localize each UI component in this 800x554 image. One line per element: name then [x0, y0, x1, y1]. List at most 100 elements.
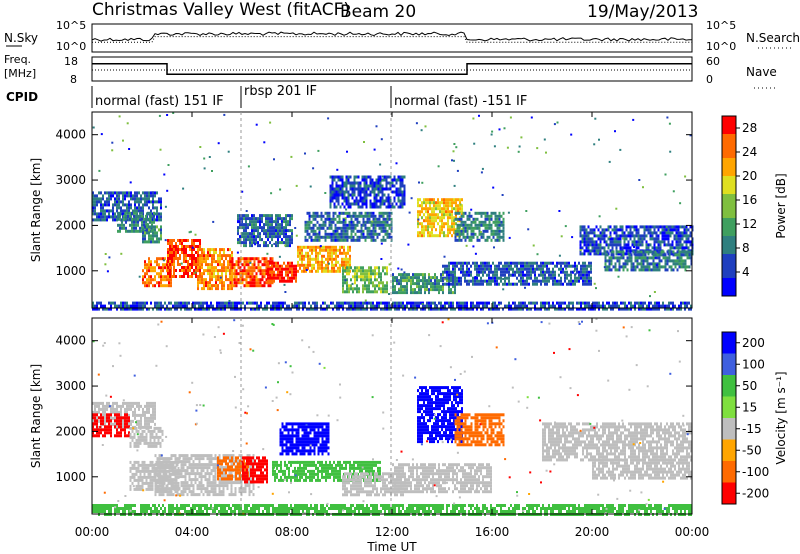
data-cell — [584, 273, 586, 277]
data-cell — [377, 184, 380, 188]
data-cell — [509, 274, 512, 277]
data-cell — [263, 214, 265, 218]
data-cell — [364, 214, 367, 218]
data-cell — [183, 254, 185, 257]
data-cell — [674, 262, 677, 266]
data-cell — [119, 229, 121, 233]
data-cell — [121, 226, 123, 230]
data-cell — [570, 133, 573, 136]
data-cell — [277, 238, 279, 242]
data-cell — [336, 220, 339, 224]
data-cell — [309, 185, 312, 188]
data-cell — [194, 271, 197, 274]
data-cell — [271, 267, 273, 271]
data-cell — [198, 301, 200, 305]
data-cell — [639, 234, 642, 238]
data-cell — [196, 301, 198, 305]
data-cell — [436, 307, 438, 311]
data-cell — [283, 232, 285, 236]
data-cell — [346, 307, 348, 311]
data-cell — [416, 273, 418, 277]
data-cell — [438, 285, 440, 289]
data-cell — [656, 307, 658, 311]
data-cell — [110, 191, 112, 195]
data-cell — [238, 301, 240, 305]
data-cell — [616, 256, 619, 260]
data-cell — [269, 279, 271, 283]
data-cell — [373, 184, 376, 188]
freq-label-line1: Freq. — [4, 53, 31, 66]
data-cell — [376, 304, 378, 308]
data-cell — [129, 211, 131, 215]
data-cell — [329, 245, 331, 249]
data-cell — [675, 243, 678, 247]
data-cell — [249, 241, 251, 245]
data-cell — [358, 301, 360, 305]
data-cell — [316, 307, 318, 311]
data-cell — [398, 291, 400, 295]
data-cell — [140, 194, 142, 198]
data-cell — [428, 273, 430, 277]
data-cell — [152, 237, 154, 241]
data-cell — [689, 234, 692, 238]
data-cell — [243, 238, 245, 242]
data-cell — [445, 204, 447, 208]
data-cell — [605, 243, 608, 247]
data-cell — [643, 237, 646, 241]
data-cell — [458, 235, 461, 239]
data-cell — [443, 222, 445, 226]
data-cell — [674, 253, 677, 257]
data-cell — [591, 228, 594, 232]
data-cell — [576, 307, 578, 311]
data-cell — [146, 272, 148, 276]
data-cell — [307, 257, 309, 261]
data-cell — [448, 288, 450, 292]
data-cell — [217, 142, 220, 145]
colorbar-cell — [722, 128, 736, 135]
data-cell — [558, 279, 560, 283]
data-cell — [595, 225, 598, 229]
data-cell — [134, 307, 136, 311]
data-cell — [460, 223, 463, 227]
data-cell — [130, 197, 132, 201]
data-cell — [221, 248, 223, 252]
data-cell — [319, 248, 321, 252]
data-cell — [325, 269, 327, 273]
data-cell — [100, 191, 102, 195]
data-cell — [492, 220, 495, 224]
data-cell — [336, 229, 339, 232]
data-cell — [520, 307, 522, 311]
data-cell — [572, 304, 574, 308]
data-cell — [278, 301, 280, 305]
data-cell — [320, 211, 323, 215]
data-cell — [243, 266, 246, 270]
data-cell — [572, 270, 574, 274]
data-cell — [392, 276, 394, 280]
data-cell — [544, 264, 546, 268]
data-cell — [583, 237, 586, 241]
data-cell — [340, 232, 343, 236]
data-cell — [618, 265, 621, 269]
data-cell — [424, 125, 427, 128]
data-cell — [279, 232, 281, 236]
data-cell — [646, 250, 649, 254]
data-cell — [579, 231, 582, 235]
data-cell — [186, 301, 188, 305]
data-cell — [478, 226, 481, 230]
data-cell — [384, 232, 387, 236]
data-cell — [104, 203, 106, 207]
data-cell — [437, 213, 439, 217]
data-cell — [321, 269, 323, 273]
data-cell — [106, 218, 108, 222]
data-cell — [500, 267, 502, 271]
data-cell — [452, 307, 454, 311]
data-cell — [676, 250, 679, 254]
data-cell — [127, 211, 129, 215]
data-cell — [643, 228, 646, 232]
data-cell — [349, 193, 352, 197]
data-cell — [594, 304, 596, 308]
data-cell — [138, 307, 140, 311]
data-cell — [498, 261, 500, 265]
data-cell — [402, 301, 404, 305]
data-cell — [158, 284, 160, 288]
